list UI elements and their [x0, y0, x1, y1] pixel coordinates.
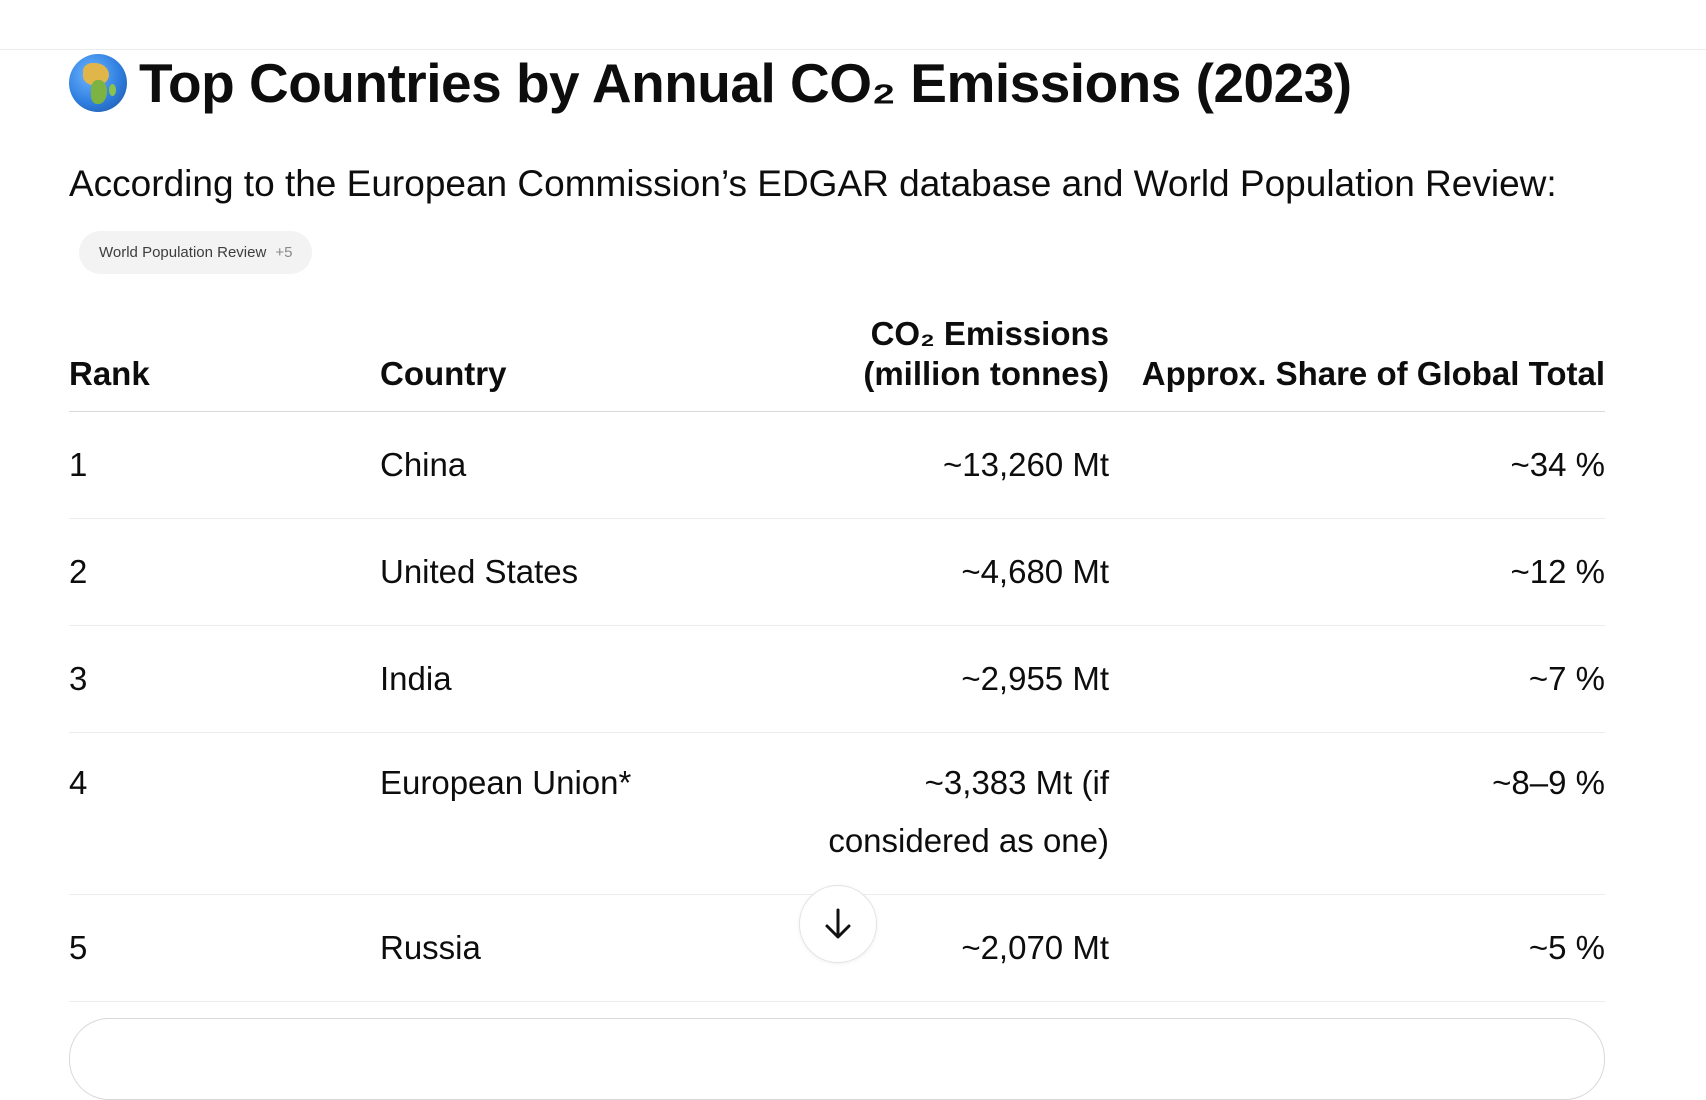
cell-rank: 2 [69, 518, 380, 626]
cell-share: ~34 % [1109, 411, 1605, 519]
cell-country: European Union* [380, 732, 765, 895]
message-composer[interactable] [69, 1018, 1605, 1100]
cell-share: ~5 % [1109, 894, 1605, 1002]
header-country: Country [380, 314, 765, 412]
cell-emissions: ~3,383 Mt (if considered as one) [765, 732, 1109, 895]
intro-text: According to the European Commission’s E… [69, 163, 1557, 204]
globe-africa-icon [69, 54, 127, 112]
header-share: Approx. Share of Global Total [1109, 314, 1605, 412]
cell-rank: 4 [69, 732, 380, 895]
cell-emissions: ~13,260 Mt [765, 411, 1109, 519]
header-rank: Rank [69, 314, 380, 412]
table-header-row: Rank Country CO₂ Emissions (million tonn… [69, 314, 1605, 412]
table-row: 3 India ~2,955 Mt ~7 % [69, 625, 1605, 733]
cell-country: India [380, 625, 765, 733]
cell-rank: 5 [69, 894, 380, 1002]
source-chip-more-count: +5 [275, 244, 293, 261]
message-content: Top Countries by Annual CO₂ Emissions (2… [69, 49, 1605, 1002]
cell-country: China [380, 411, 765, 519]
heading-row: Top Countries by Annual CO₂ Emissions (2… [69, 50, 1605, 116]
cell-share: ~8–9 % [1109, 732, 1605, 895]
cell-rank: 3 [69, 625, 380, 733]
page-title: Top Countries by Annual CO₂ Emissions (2… [139, 52, 1352, 114]
source-chip-label: World Population Review [99, 244, 267, 261]
table-row: 4 European Union* ~3,383 Mt (if consider… [69, 732, 1605, 895]
source-chip[interactable]: World Population Review +5 [79, 231, 313, 274]
scroll-to-bottom-button[interactable] [799, 885, 877, 963]
table-row: 1 China ~13,260 Mt ~34 % [69, 411, 1605, 519]
cell-share: ~7 % [1109, 625, 1605, 733]
cell-share: ~12 % [1109, 518, 1605, 626]
cell-emissions: ~2,955 Mt [765, 625, 1109, 733]
header-emissions: CO₂ Emissions (million tonnes) [765, 314, 1109, 412]
cell-country: United States [380, 518, 765, 626]
top-bar [0, 0, 1706, 50]
table-row: 5 Russia ~2,070 Mt ~5 % [69, 894, 1605, 1002]
table-row: 2 United States ~4,680 Mt ~12 % [69, 518, 1605, 626]
emissions-table: Rank Country CO₂ Emissions (million tonn… [69, 314, 1605, 1002]
cell-rank: 1 [69, 411, 380, 519]
cell-emissions: ~4,680 Mt [765, 518, 1109, 626]
cell-country: Russia [380, 894, 765, 1002]
arrow-down-icon [825, 908, 851, 939]
